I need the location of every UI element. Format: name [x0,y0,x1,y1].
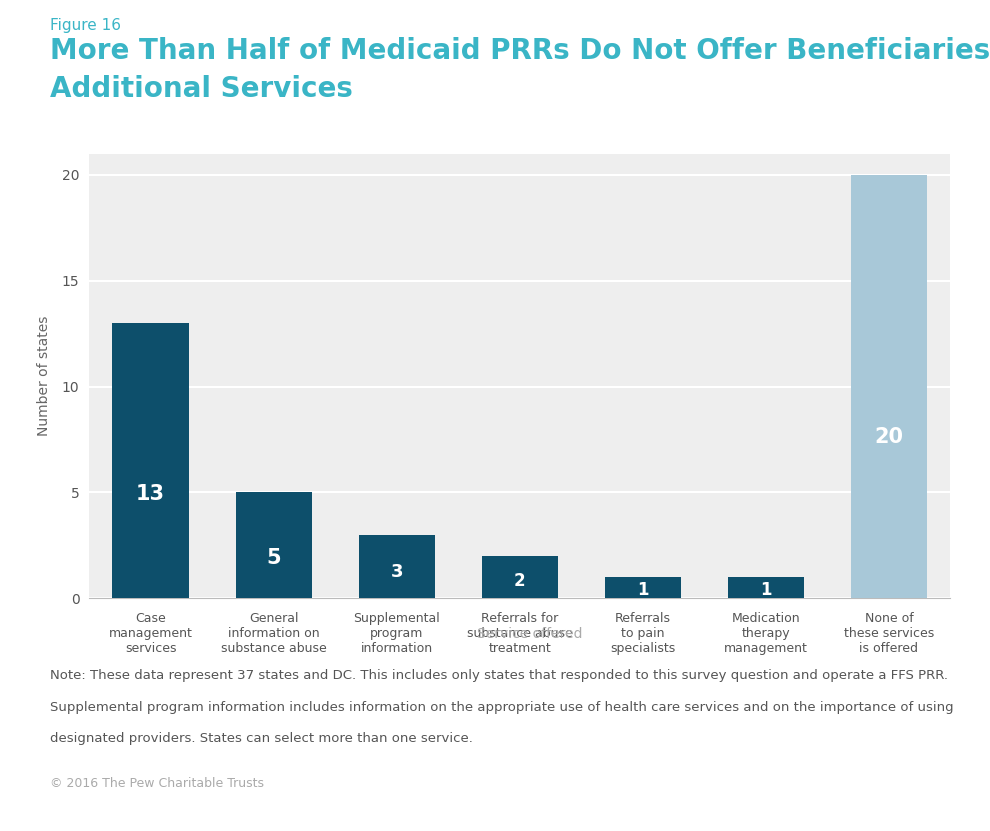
Text: Additional Services: Additional Services [50,75,352,103]
Text: designated providers. States can select more than one service.: designated providers. States can select … [50,732,472,745]
Bar [728,578,804,598]
Bar [605,578,681,598]
Text: 1: 1 [760,581,771,599]
Text: Supplemental program information includes information on the appropriate use of : Supplemental program information include… [50,701,953,714]
Text: 3: 3 [390,563,403,581]
Bar [481,556,558,598]
Text: Note: These data represent 37 states and DC. This includes only states that resp: Note: These data represent 37 states and… [50,669,947,682]
Bar [850,175,927,598]
Text: 1: 1 [637,581,648,599]
Text: Figure 16: Figure 16 [50,18,121,33]
Text: 20: 20 [874,427,904,447]
Text: © 2016 The Pew Charitable Trusts: © 2016 The Pew Charitable Trusts [50,777,263,790]
Bar [236,493,312,598]
Text: 5: 5 [266,548,281,568]
Text: Service offered: Service offered [477,627,582,642]
Text: More Than Half of Medicaid PRRs Do Not Offer Beneficiaries: More Than Half of Medicaid PRRs Do Not O… [50,37,990,65]
Bar [113,323,189,598]
Y-axis label: Number of states: Number of states [37,316,50,436]
Text: 2: 2 [514,573,526,590]
Bar [358,535,435,598]
Text: 13: 13 [136,484,165,504]
